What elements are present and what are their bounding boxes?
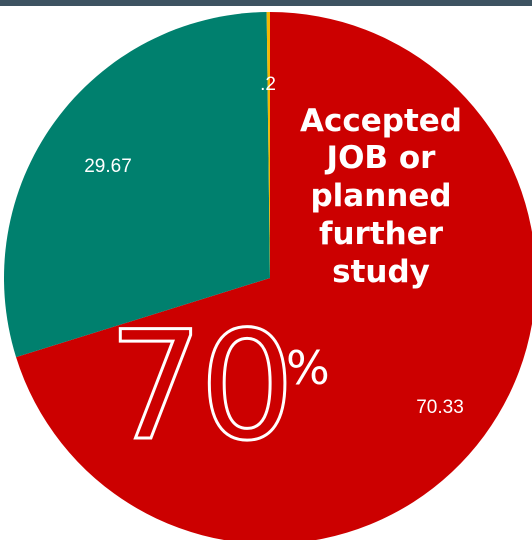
big-percent: % [286, 341, 330, 395]
callout-line-1: Accepted [300, 103, 462, 139]
callout-heading: Accepted JOB or planned further study [300, 103, 462, 290]
pie-slice-0 [16, 12, 532, 540]
pie-slice-label-0: 70.33 [416, 397, 464, 418]
big-number: 70 [108, 300, 291, 474]
pie-slice-label-2: .2 [260, 74, 276, 95]
pie-slices [4, 11, 532, 540]
pie-slice-2 [266, 11, 270, 278]
pie-slice-1 [4, 12, 270, 358]
pie-slice-labels: 70.33 29.67 .2 [84, 74, 464, 418]
pie-slice-label-1: 29.67 [84, 156, 132, 177]
callout-line-5: study [332, 254, 430, 290]
callout-line-4: further [319, 216, 444, 252]
top-bar [0, 0, 532, 6]
callout-line-2: JOB or [325, 140, 437, 176]
callout-line-3: planned [310, 178, 451, 214]
